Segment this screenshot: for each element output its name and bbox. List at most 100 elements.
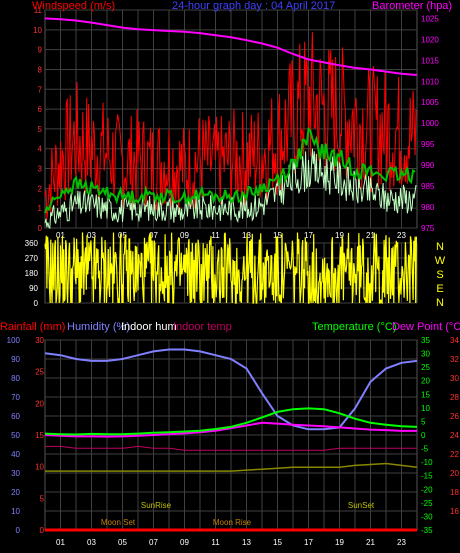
rain-ytick-label: 5 <box>40 494 45 503</box>
environment-xtick-label: 15 <box>273 538 282 547</box>
legend-dewpoint: Dew Point (°C) <box>392 321 460 333</box>
humidity-ytick-label: 40 <box>11 450 20 459</box>
rain-ytick-label: 10 <box>35 463 44 472</box>
wind-xtick-label: 21 <box>366 231 375 240</box>
environment-xtick-label: 09 <box>180 538 189 547</box>
moon-set-label: Moon Set <box>101 518 136 527</box>
legend-rainfall: Rainfall (mm) <box>0 321 65 333</box>
barometer-ytick-label: 980 <box>421 203 435 212</box>
wind-ytick-label: 10 <box>33 26 42 35</box>
direction-y-ticks: 0 90 180 270 360 <box>25 239 39 308</box>
barometer-ytick-label: 995 <box>421 140 435 149</box>
astro-annotations: Moon Set Moon Rise SunRise SunSet <box>101 501 375 527</box>
wind-ytick-label: 11 <box>34 6 43 15</box>
rain-ytick-label: 0 <box>40 526 45 535</box>
temperature-ytick-label: -15 <box>421 472 433 481</box>
barometer-y-ticks: 975 980 985 990 995 1000 1005 1010 1015 1020 1025 <box>421 14 439 233</box>
windspeed-line <box>44 32 417 220</box>
windavg-line <box>44 126 416 214</box>
temperature-ytick-label: 15 <box>421 390 430 399</box>
compass-label: W <box>435 255 446 267</box>
direction-ytick-label: 180 <box>25 269 39 278</box>
wind-xtick-label: 03 <box>87 231 96 240</box>
compass-label: E <box>436 283 443 295</box>
direction-ytick-label: 270 <box>25 254 39 263</box>
temperature-y-ticks: -35 -30 -25 -20 -15 -10 -5 0 5 10 15 20 25 30 35 <box>421 336 433 535</box>
wind-ytick-label: 3 <box>38 165 43 174</box>
direction-ytick-label: 360 <box>25 239 39 248</box>
wind-y-ticks: 0 1 2 3 4 5 6 7 8 9 10 11 <box>33 6 42 233</box>
barometer-ytick-label: 1025 <box>421 14 439 23</box>
indoor-temp-line <box>45 462 418 472</box>
environment-series <box>44 348 418 532</box>
direction-line <box>44 232 417 305</box>
rain-ytick-label: 15 <box>35 431 44 440</box>
barometer-ytick-label: 975 <box>421 224 435 233</box>
wind-xtick-label: 05 <box>118 231 127 240</box>
humidity-ytick-label: 50 <box>11 431 20 440</box>
rain-ytick-label: 30 <box>35 336 44 345</box>
barometer-axis-title: Barometer (hpa) <box>372 0 452 12</box>
humidity-ytick-label: 0 <box>16 526 21 535</box>
direction-series <box>44 232 417 305</box>
wind-ytick-label: 9 <box>38 46 43 55</box>
compass-label: N <box>436 297 444 309</box>
environment-xtick-label: 23 <box>397 538 406 547</box>
dewpoint-line <box>44 421 417 438</box>
wind-xtick-label: 23 <box>397 231 406 240</box>
wind-ytick-label: 6 <box>38 105 43 114</box>
barometer-line <box>44 17 418 76</box>
wind-xtick-label: 19 <box>335 231 344 240</box>
environment-xtick-label: 17 <box>304 538 313 547</box>
environment-xtick-label: 01 <box>56 538 65 547</box>
temperature-ytick-label: -25 <box>421 499 433 508</box>
indoor-temp-ytick-label: 34 <box>450 336 459 345</box>
indoor-temp-ytick-label: 24 <box>450 431 459 440</box>
wind-xtick-label: 15 <box>273 231 282 240</box>
temperature-ytick-label: -10 <box>421 458 433 467</box>
direction-ytick-label: 90 <box>29 284 38 293</box>
wind-ytick-label: 5 <box>38 125 43 134</box>
barometer-ytick-label: 1020 <box>421 35 439 44</box>
temperature-ytick-label: -20 <box>421 485 433 494</box>
rain-ytick-label: 25 <box>35 368 44 377</box>
humidity-ytick-label: 20 <box>11 488 20 497</box>
legend-temperature: Temperature (°C) <box>312 321 396 333</box>
wind-ytick-label: 8 <box>38 65 43 74</box>
environment-xtick-label: 19 <box>335 538 344 547</box>
wind-xtick-label: 11 <box>211 231 220 240</box>
temperature-ytick-label: 0 <box>421 431 426 440</box>
wind-series <box>44 17 418 229</box>
barometer-ytick-label: 990 <box>421 161 435 170</box>
wind-x-ticks: 01 03 05 07 09 11 13 15 17 19 21 23 <box>56 231 406 240</box>
environment-xtick-label: 05 <box>118 538 127 547</box>
humidity-ytick-label: 60 <box>11 412 20 421</box>
sunset-label: SunSet <box>348 501 375 510</box>
barometer-ytick-label: 1010 <box>421 77 439 86</box>
environment-xtick-label: 03 <box>87 538 96 547</box>
humidity-ytick-label: 30 <box>11 469 20 478</box>
wind-xtick-label: 07 <box>149 231 158 240</box>
wind-ytick-label: 1 <box>38 204 43 213</box>
indoor-hum-line <box>45 445 417 451</box>
indoor-temp-y-ticks: 16 18 20 22 24 26 28 30 32 34 <box>450 336 459 516</box>
legend-indoor-hum: Indoor hum <box>121 321 177 333</box>
barometer-ytick-label: 1015 <box>421 56 439 65</box>
humidity-ytick-label: 90 <box>11 355 20 364</box>
indoor-temp-ytick-label: 16 <box>450 507 459 516</box>
rain-y-ticks: 0 5 10 15 20 25 30 <box>35 336 44 535</box>
wind-ytick-label: 0 <box>38 224 43 233</box>
humidity-ytick-label: 100 <box>7 336 21 345</box>
indoor-temp-ytick-label: 22 <box>450 450 459 459</box>
compass-label: S <box>436 269 443 281</box>
environment-xtick-label: 13 <box>242 538 251 547</box>
sunrise-label: SunRise <box>141 501 172 510</box>
environment-xtick-label: 21 <box>366 538 375 547</box>
humidity-ytick-label: 80 <box>11 374 20 383</box>
gust-line <box>44 148 417 229</box>
